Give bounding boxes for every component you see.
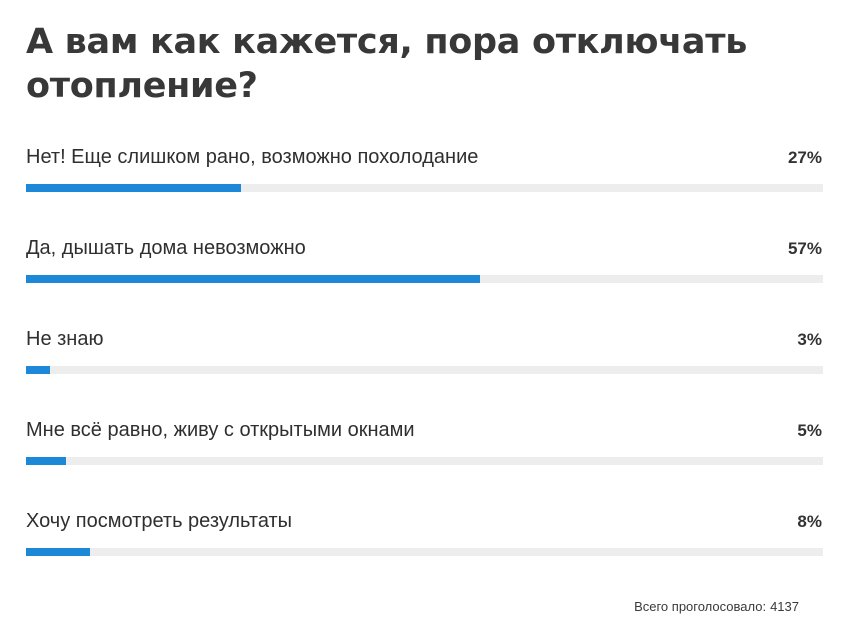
poll-option-dont-care: Мне всё равно, живу с открытыми окнами 5…	[26, 413, 823, 504]
total-votes-count: 4137	[770, 599, 799, 614]
result-bar-fill	[26, 366, 50, 374]
total-votes: Всего проголосовало: 4137	[634, 598, 799, 616]
result-bar-track	[26, 366, 823, 374]
poll-option-cant-breathe: Да, дышать дома невозможно 57%	[26, 231, 823, 322]
result-bar-fill	[26, 275, 481, 283]
option-label: Не знаю	[26, 328, 104, 350]
option-label: Нет! Еще слишком рано, возможно похолода…	[26, 146, 479, 168]
result-bar-track	[26, 548, 823, 556]
option-label: Мне всё равно, живу с открытыми окнами	[26, 419, 415, 441]
option-percent: 57%	[787, 239, 822, 258]
option-percent: 27%	[787, 148, 822, 167]
option-percent: 5%	[797, 421, 822, 440]
total-votes-label: Всего проголосовало:	[634, 599, 767, 614]
result-bar-track	[26, 457, 823, 465]
result-bar-track	[26, 275, 823, 283]
poll-option-dont-know: Не знаю 3%	[26, 322, 823, 413]
result-bar-fill	[26, 548, 90, 556]
poll-title: А вам как кажется, пора отключать отопле…	[26, 22, 748, 106]
option-label: Хочу посмотреть результаты	[26, 510, 293, 532]
result-bar-fill	[26, 184, 242, 192]
option-percent: 3%	[797, 330, 822, 349]
poll-options: Нет! Еще слишком рано, возможно похолода…	[26, 140, 823, 595]
option-percent: 8%	[797, 512, 822, 531]
poll-option-see-results: Хочу посмотреть результаты 8%	[26, 504, 823, 595]
option-label: Да, дышать дома невозможно	[26, 237, 306, 259]
poll-option-too-early: Нет! Еще слишком рано, возможно похолода…	[26, 140, 823, 231]
result-bar-track	[26, 184, 823, 192]
result-bar-fill	[26, 457, 66, 465]
